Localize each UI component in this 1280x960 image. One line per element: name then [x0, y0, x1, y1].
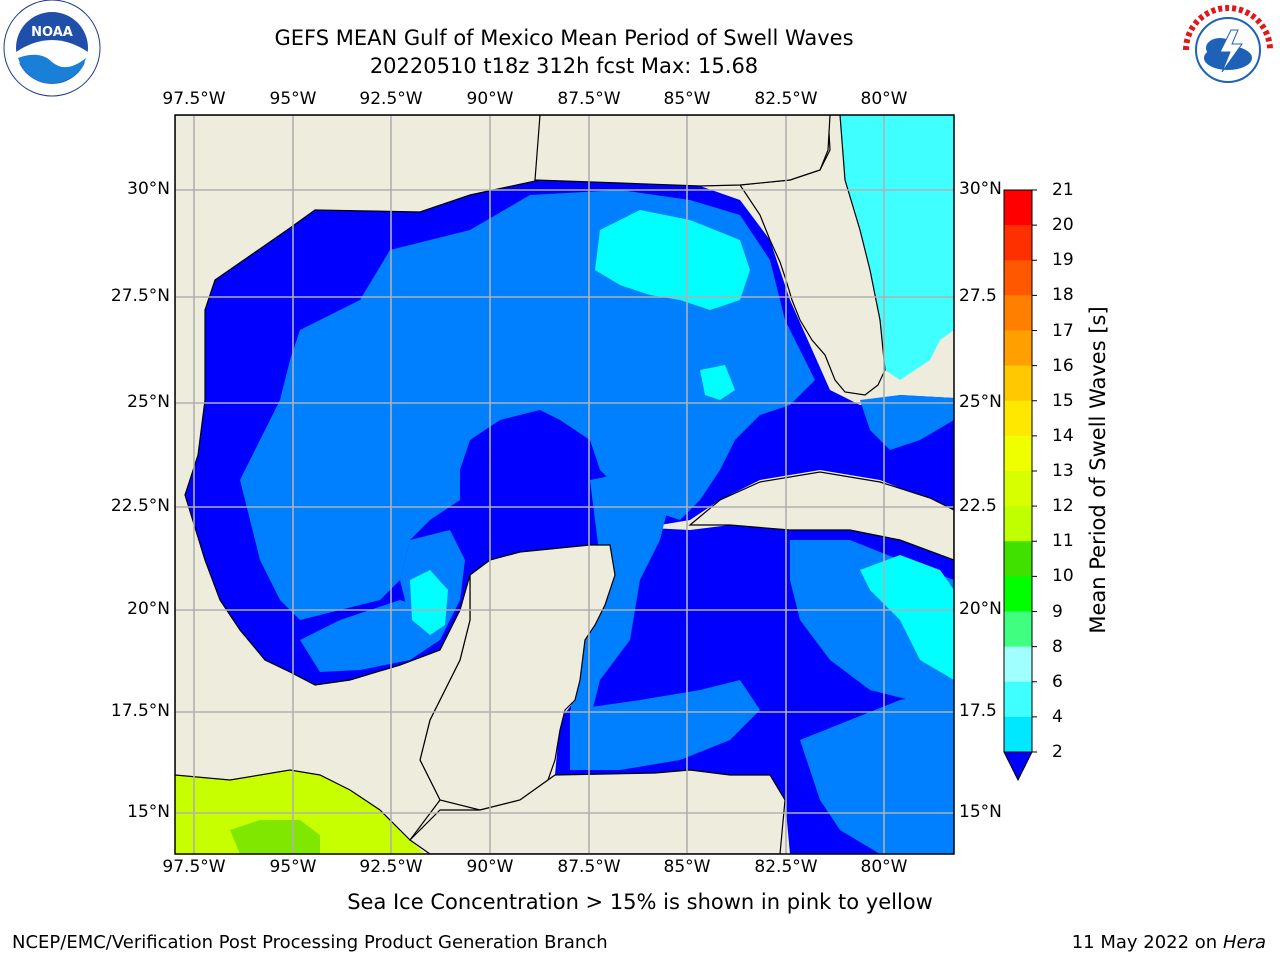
lon-label-top: 90°W	[466, 89, 514, 109]
colorbar-swatch	[1004, 646, 1032, 683]
graticule	[175, 115, 954, 854]
colorbar-tick-label: 21	[1052, 180, 1074, 200]
nws-logo	[1182, 4, 1274, 96]
colorbar-tick-label: 19	[1052, 250, 1074, 271]
colorbar-swatch	[1004, 330, 1032, 367]
sea-ice-caption: Sea Ice Concentration > 15% is shown in …	[347, 890, 933, 914]
colorbar-swatch	[1004, 611, 1032, 648]
lon-label-top: 82.5°W	[754, 89, 818, 109]
ocean-caribbean-band	[570, 680, 760, 770]
lon-label-bottom: 82.5°W	[754, 857, 818, 877]
lon-label-bottom: 80°W	[860, 857, 908, 877]
colorbar-swatch	[1004, 541, 1032, 577]
footer-date: 11 May 2022 on Hera	[1072, 932, 1266, 953]
colorbar-tick-label: 6	[1052, 671, 1063, 692]
colorbar	[1003, 189, 1037, 782]
colorbar-extend-arrow	[1003, 751, 1033, 782]
lon-label-bottom: 97.5°W	[162, 857, 226, 877]
colorbar-swatch	[1004, 190, 1032, 226]
lat-label-left: 17.5°N	[110, 701, 170, 721]
colorbar-tick-label: 18	[1052, 285, 1074, 306]
lon-label-top: 80°W	[860, 89, 908, 109]
colorbar-swatch	[1004, 471, 1032, 507]
colorbar-tick-label: 2	[1052, 742, 1063, 762]
colorbar-tick-label: 8	[1052, 636, 1063, 657]
colorbar-swatch	[1004, 435, 1032, 472]
map-frame	[174, 114, 955, 855]
colorbar-swatch	[1004, 295, 1032, 331]
ocean-cyan-central	[595, 210, 750, 310]
colorbar-tick-label: 17	[1052, 320, 1074, 341]
colorbar-tick-label: 14	[1052, 425, 1074, 446]
lat-label-left: 15°N	[127, 802, 170, 822]
lon-label-bottom: 92.5°W	[359, 857, 423, 877]
lat-label-right: 22.5	[959, 496, 997, 516]
lat-label-right: 25°N	[959, 392, 1002, 412]
colorbar-swatch	[1004, 225, 1032, 261]
pacific-hot-region-alt	[230, 820, 320, 854]
land-cuba	[688, 471, 954, 561]
title-line2: 20220510 t18z 312h fcst Max: 15.68	[369, 54, 759, 78]
lon-label-top: 95°W	[269, 89, 317, 109]
ocean-yucatan-channel	[570, 470, 670, 720]
colorbar-swatch	[1004, 260, 1032, 296]
footer-date-text: 11 May 2022 on	[1071, 932, 1218, 953]
colorbar-swatch	[1004, 365, 1032, 402]
ocean-patch-sw	[300, 600, 440, 672]
lat-label-left: 30°N	[127, 179, 170, 199]
lon-label-top: 92.5°W	[359, 89, 423, 109]
lat-label-left: 25°N	[127, 392, 170, 412]
lon-label-top: 97.5°W	[162, 89, 226, 109]
colorbar-label: Mean Period of Swell Waves [s]	[1086, 306, 1110, 634]
lon-label-top: 85°W	[663, 89, 711, 109]
lon-label-top: 87.5°W	[557, 89, 621, 109]
lat-label-right: 15°N	[959, 802, 1002, 822]
colorbar-swatch	[1004, 681, 1032, 718]
land-mexico-west	[175, 115, 541, 841]
lon-label-bottom: 95°W	[269, 857, 317, 877]
lat-label-right: 17.5	[959, 701, 997, 721]
colorbar-tick-label: 11	[1052, 531, 1074, 552]
colorbar-tick-label: 20	[1052, 215, 1074, 236]
lat-label-left: 27.5°N	[110, 286, 170, 306]
colorbar-swatch	[1004, 576, 1032, 612]
colorbar-swatch	[1004, 400, 1032, 437]
footer-host: Hera	[1222, 932, 1266, 953]
colorbar-swatch	[1004, 506, 1032, 542]
colorbar-tick-label: 15	[1052, 390, 1074, 411]
footer-credit: NCEP/EMC/Verification Post Processing Pr…	[12, 932, 608, 953]
colorbar-tick-label: 12	[1052, 496, 1074, 517]
noaa-logo: NOAA	[3, 0, 101, 97]
colorbar-tick-label: 16	[1052, 355, 1074, 376]
lat-label-left: 20°N	[127, 599, 170, 619]
svg-text:NOAA: NOAA	[31, 25, 73, 40]
colorbar-tick-label: 10	[1052, 566, 1074, 587]
lat-label-left: 22.5°N	[110, 496, 170, 516]
lon-label-bottom: 90°W	[466, 857, 514, 877]
lat-label-right: 30°N	[959, 179, 1002, 199]
ocean-cyan-campeche	[410, 570, 448, 635]
lon-label-bottom: 85°W	[663, 857, 711, 877]
colorbar-swatch	[1004, 716, 1032, 753]
land-north-coast	[534, 115, 831, 187]
lat-label-right: 27.5	[959, 286, 997, 306]
lat-label-right: 20°N	[959, 599, 1002, 619]
lon-label-bottom: 87.5°W	[557, 857, 621, 877]
colorbar-tick-label: 4	[1052, 706, 1063, 727]
colorbar-tick-label: 9	[1052, 601, 1063, 622]
ocean-cyan-small	[700, 365, 735, 400]
title-line1: GEFS MEAN Gulf of Mexico Mean Period of …	[274, 26, 854, 50]
ocean-cyan-east	[840, 115, 954, 380]
colorbar-tick-label: 13	[1052, 461, 1074, 481]
land-central-america	[409, 769, 786, 854]
